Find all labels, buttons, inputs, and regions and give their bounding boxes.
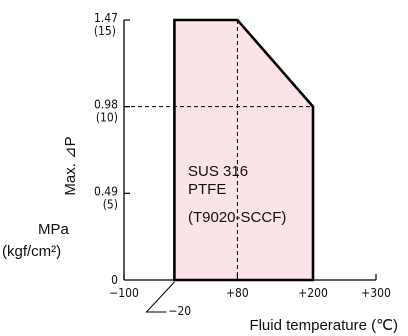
guide-lines [124, 20, 314, 280]
x-tick-label-0: −100 [109, 286, 139, 300]
annotation-material-1: SUS 316 [188, 163, 248, 180]
annotation-model: (T9020-SCCF) [188, 209, 286, 226]
y-tick-label-1: 0.49 [94, 184, 118, 198]
y-unit-label-alt: (kgf/cm²) [2, 243, 61, 260]
y-tick-sublabel-2: (10) [96, 111, 118, 125]
x-tick-label-1: +80 [226, 286, 249, 300]
x-axis-label: Fluid temperature (℃) [249, 317, 398, 334]
annotation-material-2: PTFE [188, 181, 226, 198]
y-tick-label-2: 0.98 [94, 98, 118, 112]
y-axis-label: Max. ⊿P [62, 136, 79, 195]
x-tick-label-3: +300 [361, 286, 391, 300]
y-tick-sublabel-1: (5) [103, 197, 118, 211]
x-axis-ticks: −100 +80 +200 +300 [109, 274, 391, 300]
operating-region [173, 18, 315, 282]
x-tick-label-2: +200 [298, 286, 328, 300]
x-special-tick-label: −20 [168, 304, 191, 318]
y-tick-label-0: 0 [111, 273, 118, 287]
y-unit-label: MPa [38, 221, 70, 238]
y-axis-ticks: 0 0.49(5) 0.98(10) 1.47(15) [94, 11, 130, 287]
y-tick-sublabel-3: (15) [94, 24, 116, 38]
x-special-tick-leader [145, 281, 175, 313]
y-tick-label-3: 1.47 [94, 11, 118, 25]
